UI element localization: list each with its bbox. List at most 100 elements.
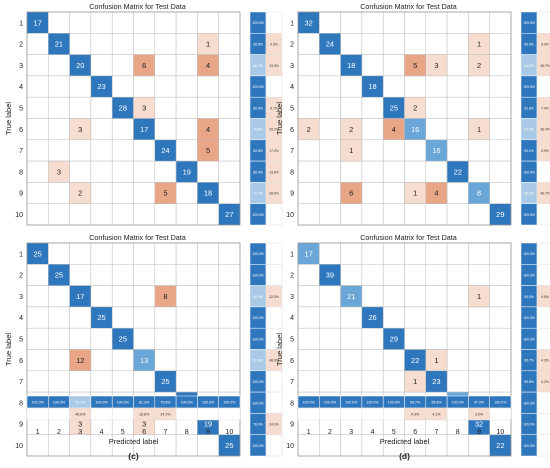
y-tick-label: 6: [19, 358, 23, 365]
cell-value: 32: [304, 18, 312, 27]
grid-cell: [489, 160, 512, 183]
cell-value: 2: [307, 125, 311, 134]
grid-cell: [197, 349, 219, 372]
grid-cell: [133, 242, 156, 265]
row-summary-correct-label: 100.0%: [252, 213, 264, 217]
grid-cell: [340, 96, 363, 119]
off-diagonal-cell: [340, 139, 363, 162]
grid-cell: [340, 160, 363, 183]
col-summary-correct-label: 100.0%: [303, 400, 316, 404]
grid-cell: [361, 96, 384, 119]
row-summary-correct-label: 100.0%: [523, 401, 535, 405]
col-summary-correct-label: 75.8%: [160, 400, 171, 404]
grid-cell: [446, 11, 469, 34]
grid-cell: [175, 139, 198, 162]
grid-cell: [489, 139, 512, 162]
row-summary-incorrect-label: 36.0%: [540, 128, 550, 132]
cell-value: 17: [33, 18, 41, 27]
y-tick-label: 3: [290, 294, 294, 301]
grid-cell: [446, 285, 469, 308]
cell-value: 25: [97, 313, 105, 322]
grid-cell: [175, 264, 198, 286]
grid-cell: [218, 139, 241, 162]
row-summary-correct-label: 64.3%: [524, 64, 534, 68]
row-summary-incorrect-label: 13.6%: [269, 170, 279, 174]
col-summary-correct-label: 100.0%: [388, 400, 401, 404]
diagonal-cell: [425, 139, 448, 162]
x-tick-label: 9: [206, 429, 210, 436]
cell-value: 18: [347, 61, 355, 70]
diagonal-cell: [404, 118, 427, 141]
row-summary-correct-label: 95.5%: [253, 42, 263, 46]
grid-cell: [175, 75, 198, 98]
grid-cell: [26, 75, 49, 98]
grid-cell: [69, 139, 92, 162]
cell-value: 1: [434, 356, 438, 365]
cell-value: 12: [76, 356, 84, 365]
row-summary-correct-label: 52.0%: [253, 359, 263, 363]
row-summary-incorrect-label: 4.0%: [541, 42, 549, 46]
col-summary-incorrect: [340, 407, 363, 421]
diagonal-cell: [90, 306, 113, 329]
row-summary-incorrect: [536, 391, 550, 414]
grid-cell: [48, 285, 70, 308]
row-summary-incorrect-label: 32.0%: [269, 295, 279, 299]
grid-cell: [26, 285, 49, 308]
y-tick-label: 10: [286, 212, 294, 219]
grid-cell: [154, 75, 177, 98]
y-tick-label: 5: [19, 336, 23, 343]
off-diagonal-cell: [48, 160, 70, 183]
diagonal-cell: [361, 75, 384, 98]
grid-cell: [489, 370, 512, 393]
grid-cell: [382, 139, 405, 162]
grid-cell: [468, 434, 490, 457]
cell-value: 4: [206, 125, 210, 134]
grid-cell: [319, 370, 341, 393]
col-summary-incorrect: [218, 407, 241, 421]
row-summary-incorrect-label: 48.0%: [269, 359, 279, 363]
y-tick-label: 4: [290, 84, 294, 91]
grid-cell: [468, 242, 490, 265]
cell-value: 29: [390, 334, 398, 343]
grid-cell: [48, 139, 70, 162]
cell-value: 22: [411, 356, 419, 365]
x-tick-label: 9: [477, 429, 481, 436]
row-summary-correct-label: 100.0%: [523, 316, 535, 320]
row-summary-correct-label: 100.0%: [252, 252, 264, 256]
grid-cell: [489, 118, 512, 141]
grid-cell: [26, 96, 49, 119]
row-summary-correct-label: 100.0%: [523, 444, 535, 448]
matrix-frame: [297, 11, 512, 226]
grid-cell: [319, 242, 341, 265]
grid-cell: [446, 139, 469, 162]
cell-value: 20: [76, 61, 84, 70]
cell-value: 1: [477, 40, 481, 49]
grid-cell: [382, 370, 405, 393]
grid-cell: [197, 264, 219, 286]
grid-cell: [489, 182, 512, 204]
x-tick-label: 5: [121, 429, 125, 436]
panel-caption: (c): [128, 451, 139, 461]
grid-cell: [218, 242, 241, 265]
grid-cell: [468, 203, 490, 226]
cell-value: 25: [225, 441, 233, 450]
grid-cell: [175, 370, 198, 393]
y-tick-label: 8: [19, 169, 23, 176]
cell-value: 28: [119, 103, 127, 112]
grid-cell: [404, 75, 427, 98]
y-tick-label: 2: [19, 273, 23, 280]
grid-cell: [218, 75, 241, 98]
grid-cell: [218, 33, 241, 55]
cell-value: 8: [477, 189, 481, 198]
grid-cell: [26, 370, 49, 393]
grid-cell: [69, 370, 92, 393]
grid-cell: [48, 306, 70, 329]
row-summary-incorrect: [536, 413, 550, 435]
col-summary-incorrect-label: 4.2%: [432, 412, 441, 416]
row-summary-incorrect: [536, 434, 550, 457]
y-tick-label: 5: [19, 105, 23, 112]
grid-cell: [382, 306, 405, 329]
grid-cell: [175, 33, 198, 55]
x-axis-label: Predicted label: [109, 437, 159, 446]
